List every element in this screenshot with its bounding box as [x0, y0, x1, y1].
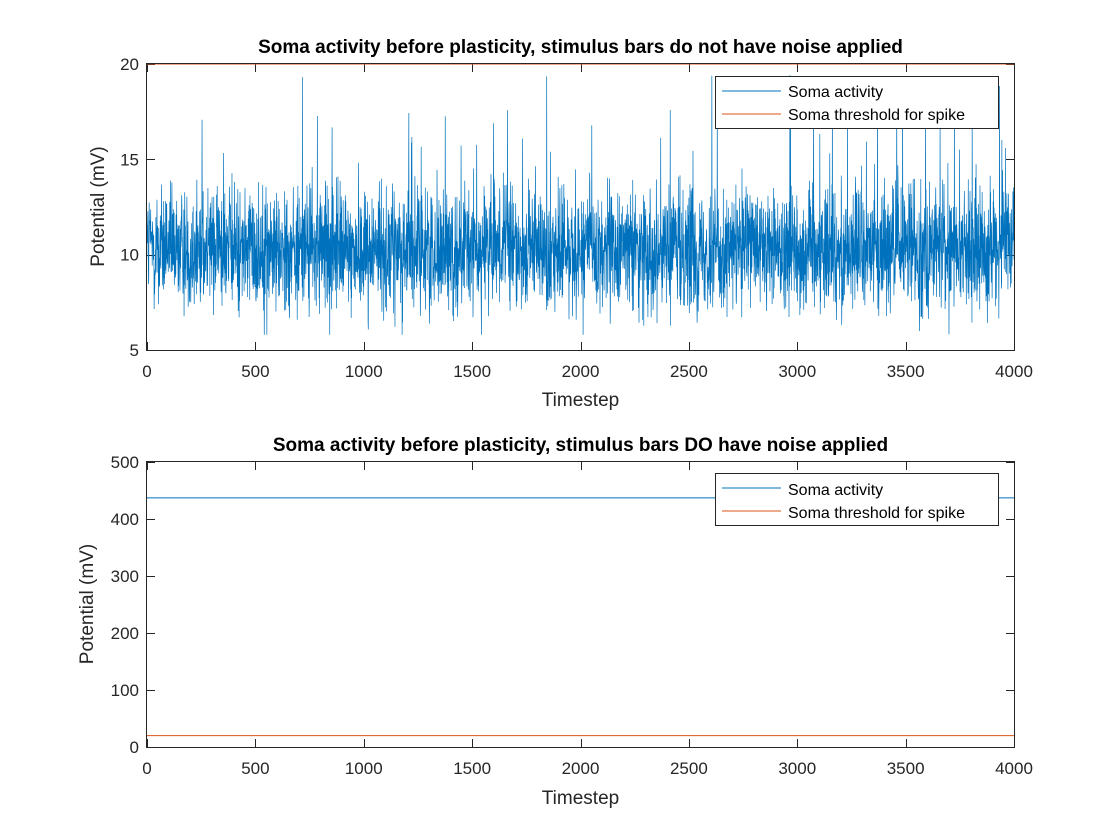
bottom-legend-label-threshold: Soma threshold for spike	[788, 505, 965, 522]
bottom-x-tick-label: 1000	[345, 759, 383, 778]
bottom-y-tick-label: 500	[111, 453, 139, 472]
top-x-tick-label: 3500	[887, 362, 925, 381]
top-x-tick-label: 1000	[345, 362, 383, 381]
bottom-x-tick-label: 2500	[670, 759, 708, 778]
bottom-y-tick-label: 0	[130, 738, 139, 757]
top-legend-label-activity: Soma activity	[788, 84, 883, 101]
bottom-chart-title: Soma activity before plasticity, stimulu…	[273, 435, 888, 456]
bottom-ticks: 0 500 1000 1500 2000 2500 3000 3500 4000 0 100 200 3…	[111, 453, 1033, 778]
top-x-tick-label: 2500	[670, 362, 708, 381]
top-x-tick-label: 3000	[778, 362, 816, 381]
bottom-x-tick-label: 1500	[453, 759, 491, 778]
top-ticks: 0 500 1000 1500 2000 2500 3000 3500 4000 5 10 15 20	[120, 55, 1033, 381]
bottom-x-tick-label: 3000	[778, 759, 816, 778]
top-y-tick-label: 20	[120, 55, 139, 74]
bottom-axes-box	[146, 461, 1015, 748]
bottom-x-tick-label: 3500	[887, 759, 925, 778]
top-chart-title: Soma activity before plasticity, stimulu…	[258, 37, 903, 58]
top-subplot: Soma activity before plasticity, stimulu…	[88, 37, 1033, 411]
bottom-x-tick-label: 2000	[562, 759, 600, 778]
top-x-tick-label: 0	[142, 362, 151, 381]
top-series-soma-activity	[146, 75, 1015, 335]
top-axes-box	[146, 63, 1015, 351]
bottom-subplot: Soma activity before plasticity, stimulu…	[77, 435, 1033, 809]
bottom-y-tick-label: 100	[111, 681, 139, 700]
top-x-axis-label: Timestep	[542, 390, 619, 411]
top-x-tick-label: 500	[241, 362, 269, 381]
top-legend-box	[715, 76, 999, 129]
top-x-tick-label: 4000	[995, 362, 1033, 381]
bottom-x-tick-label: 0	[142, 759, 151, 778]
bottom-legend-label-activity: Soma activity	[788, 482, 883, 499]
top-legend: Soma activity Soma threshold for spike	[715, 76, 999, 129]
bottom-y-tick-label: 200	[111, 624, 139, 643]
top-y-tick-label: 5	[130, 341, 139, 360]
top-x-tick-label: 2000	[562, 362, 600, 381]
bottom-y-tick-label: 300	[111, 567, 139, 586]
bottom-x-tick-label: 4000	[995, 759, 1033, 778]
top-legend-label-threshold: Soma threshold for spike	[788, 107, 965, 124]
top-y-tick-label: 15	[120, 150, 139, 169]
bottom-x-tick-label: 500	[241, 759, 269, 778]
bottom-y-tick-label: 400	[111, 510, 139, 529]
top-y-axis-label: Potential (mV)	[88, 146, 109, 266]
bottom-legend-box	[715, 473, 999, 526]
bottom-series	[147, 497, 1014, 737]
bottom-x-axis-label: Timestep	[542, 788, 619, 809]
top-y-tick-label: 10	[120, 246, 139, 265]
bottom-legend: Soma activity Soma threshold for spike	[715, 473, 999, 526]
bottom-y-axis-label: Potential (mV)	[77, 544, 98, 664]
top-x-tick-label: 1500	[453, 362, 491, 381]
